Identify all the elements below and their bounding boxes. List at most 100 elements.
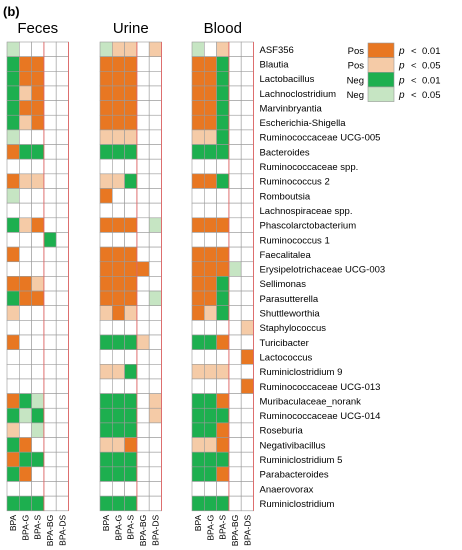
- heatmap-cell: [55, 129, 69, 145]
- legend-item: Neg p <0.05: [347, 86, 441, 102]
- heatmap-cell: [43, 202, 57, 219]
- heatmap-cell: [136, 173, 150, 189]
- heatmap-cell: [55, 85, 69, 101]
- heatmap-cell: [216, 276, 230, 292]
- heatmap-cell: [99, 232, 113, 248]
- heatmap-cell: [191, 378, 205, 394]
- heatmap-cell: [99, 422, 113, 438]
- heatmap-cell: [204, 202, 217, 219]
- heatmap-cell: [124, 188, 138, 204]
- heatmap-cell: [136, 393, 150, 409]
- heatmap-cell: [112, 71, 125, 87]
- heatmap-cell: [99, 261, 113, 277]
- heatmap-cell: [99, 451, 113, 468]
- heatmap-cell: [112, 363, 125, 380]
- heatmap-cell: [43, 407, 57, 424]
- heatmap-cell: [31, 393, 45, 409]
- heatmap-cell: [55, 71, 69, 87]
- heatmap-cell: [55, 158, 69, 175]
- heatmap-cell: [124, 114, 138, 131]
- heatmap-cell: [216, 363, 230, 380]
- heatmap-cell: [31, 466, 45, 482]
- heatmap-cell: [216, 481, 230, 497]
- column-label: BPA-G: [20, 515, 30, 541]
- heatmap-cell: [204, 100, 217, 116]
- heatmap-cell: [136, 202, 150, 219]
- heatmap-cell: [228, 173, 242, 189]
- panel-label: (b): [3, 4, 20, 19]
- heatmap-cell: [99, 290, 113, 306]
- heatmap-cell: [216, 246, 230, 263]
- heatmap-cell: [228, 407, 242, 424]
- legend-p-symbol: p: [398, 61, 405, 72]
- heatmap-cell: [6, 407, 20, 424]
- heatmap-cell: [216, 334, 230, 350]
- heatmap-cell: [191, 188, 205, 204]
- heatmap-cell: [216, 305, 230, 321]
- heatmap-cell: [31, 437, 45, 453]
- heatmap-cell: [18, 481, 32, 497]
- heatmap-cell: [55, 451, 69, 468]
- heatmap-cell: [148, 290, 162, 306]
- heatmap-cell: [124, 202, 138, 219]
- row-label: Ruminococcaceae UCG-014: [260, 411, 381, 422]
- heatmap-cell: [31, 41, 45, 57]
- heatmap-cell: [240, 85, 254, 101]
- heatmap-cell: [31, 481, 45, 497]
- heatmap-cell: [148, 158, 162, 175]
- heatmap-cell: [124, 481, 138, 497]
- heatmap-cell: [148, 100, 162, 116]
- heatmap-cell: [31, 202, 45, 219]
- heatmap-cell: [6, 422, 20, 438]
- heatmap-cell: [55, 202, 69, 219]
- heatmap-cell: [240, 363, 254, 380]
- heatmap-cell: [31, 188, 45, 204]
- heatmap-cell: [228, 129, 242, 145]
- heatmap-cell: [99, 71, 113, 87]
- heatmap-cell: [216, 71, 230, 87]
- heatmap-cell: [148, 217, 162, 233]
- heatmap-cell: [6, 71, 20, 87]
- heatmap-cell: [43, 246, 57, 263]
- heatmap-cell: [191, 85, 205, 101]
- heatmap-cell: [240, 232, 254, 248]
- heatmap-cell: [216, 495, 230, 512]
- heatmap-cell: [148, 393, 162, 409]
- heatmap-cell: [31, 173, 45, 189]
- heatmap-cell: [43, 261, 57, 277]
- heatmap-cell: [6, 363, 20, 380]
- heatmap-cell: [216, 437, 230, 453]
- heatmap-cell: [124, 363, 138, 380]
- heatmap-cell: [228, 466, 242, 482]
- legend-p-symbol: p: [398, 90, 405, 101]
- heatmap-cell: [136, 451, 150, 468]
- heatmap-cell: [18, 173, 32, 189]
- legend-p-symbol: p: [398, 75, 405, 86]
- heatmap-cell: [124, 378, 138, 394]
- heatmap-cell: [43, 173, 57, 189]
- heatmap-cell: [148, 437, 162, 453]
- heatmap-cell: [99, 349, 113, 365]
- heatmap-cell: [216, 320, 230, 336]
- legend-relation: <: [411, 61, 417, 72]
- heatmap-cell: [240, 305, 254, 321]
- heatmap-cell: [6, 173, 20, 189]
- heatmap-cell: [124, 437, 138, 453]
- heatmap-cell: [6, 451, 20, 468]
- heatmap-cell: [216, 393, 230, 409]
- heatmap-cell: [228, 495, 242, 512]
- heatmap-cell: [124, 276, 138, 292]
- heatmap-cell: [191, 349, 205, 365]
- heatmap-cell: [204, 334, 217, 350]
- heatmap-cell: [6, 144, 20, 160]
- heatmap-cell: [191, 407, 205, 424]
- heatmap-cell: [43, 158, 57, 175]
- heatmap-cell: [18, 466, 32, 482]
- heatmap-cell: [112, 276, 125, 292]
- heatmap-cell: [6, 56, 20, 72]
- heatmap-cell: [228, 305, 242, 321]
- heatmap-cell: [6, 466, 20, 482]
- heatmap-cell: [191, 334, 205, 350]
- heatmap-cell: [18, 202, 32, 219]
- heatmap-cell: [31, 246, 45, 263]
